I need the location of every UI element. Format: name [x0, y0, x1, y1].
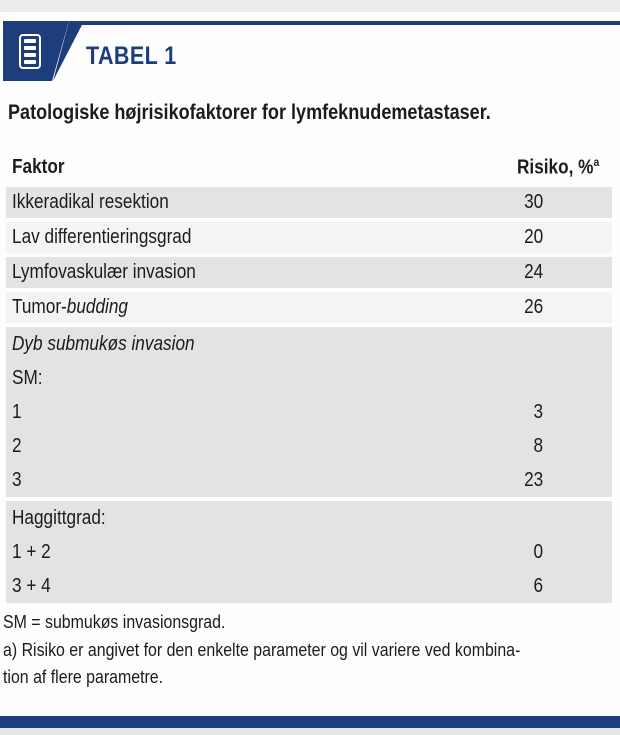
- icon-bar: [24, 46, 36, 50]
- risk-cell: [453, 367, 543, 390]
- factor-cell: Dyb submukøs invasion: [12, 332, 195, 355]
- table-row: Tumor-budding 26: [6, 292, 612, 323]
- factor-cell: Tumor-budding: [12, 296, 129, 318]
- risk-cell: 0: [533, 540, 543, 563]
- table-row: 1 + 2 0: [6, 535, 612, 569]
- factor-cell: Lymfovaskulær invasion: [12, 261, 196, 283]
- risk-cell: 30: [523, 191, 543, 213]
- risk-cell: 26: [523, 296, 543, 318]
- icon-bar: [24, 39, 36, 43]
- risk-cell: 20: [523, 226, 543, 248]
- factor-cell: SM:: [12, 366, 43, 389]
- table-row: Lav differentieringsgrad 20: [6, 222, 612, 253]
- risk-cell: 6: [533, 574, 543, 597]
- table-row: Ikkeradikal resektion 30: [6, 187, 612, 218]
- bottom-divider: [0, 728, 620, 735]
- column-header-risk: Risiko, %a: [517, 154, 600, 179]
- table-rows: Ikkeradikal resektion 30 Lav differentieri…: [6, 187, 612, 603]
- banner-badge: [3, 21, 69, 81]
- factor-cell: 1 + 2: [12, 540, 51, 563]
- factor-cell: Lav differentieringsgrad: [12, 226, 192, 248]
- bottom-rule: [0, 716, 620, 728]
- banner-title: TABEL 1: [86, 42, 191, 71]
- table-row: Lymfovaskulær invasion 24: [6, 257, 612, 288]
- table-row: 3 23: [6, 463, 612, 497]
- risk-cell: [453, 507, 543, 530]
- banner-title-text: TABEL 1: [86, 42, 177, 70]
- factor-cell: 3: [12, 468, 22, 491]
- factor-cell: Haggittgrad:: [12, 506, 106, 529]
- risk-superscript: a: [593, 154, 600, 169]
- footnote-line: SM = submukøs invasionsgrad.: [3, 611, 226, 632]
- risk-cell: 3: [533, 400, 543, 423]
- factor-cell: Ikkeradikal resektion: [12, 191, 169, 213]
- table-row: Dyb submukøs invasion: [6, 327, 612, 361]
- factor-cell: 3 + 4: [12, 574, 51, 597]
- factor-cell: 1: [12, 400, 22, 423]
- risk-cell: 8: [533, 434, 543, 457]
- risk-cell: 24: [523, 261, 543, 283]
- top-divider: [0, 0, 620, 12]
- table-row: Haggittgrad:: [6, 501, 612, 535]
- footnote-line: tion af flere parametre.: [3, 666, 164, 687]
- factor-cell: 2: [12, 434, 22, 457]
- risk-cell: 23: [523, 468, 543, 491]
- icon-bar: [24, 60, 36, 64]
- table-list-icon: [19, 34, 41, 69]
- banner-rule: [74, 21, 620, 25]
- table-header-row: Faktor Risiko, %a: [6, 151, 612, 183]
- table-row: SM:: [6, 361, 612, 395]
- table-row: 3 + 4 6: [6, 569, 612, 603]
- icon-bar: [24, 53, 36, 57]
- risk-cell: [453, 333, 543, 356]
- table-caption-text: Patologiske højrisikofaktorer for lymfek…: [8, 101, 491, 124]
- footnotes: SM = submukøs invasionsgrad. a) Risiko e…: [3, 608, 605, 691]
- footnote-line: a) Risiko er angivet for den enkelte par…: [3, 638, 521, 660]
- table-caption: Patologiske højrisikofaktorer for lymfek…: [8, 100, 569, 125]
- column-header-factor: Faktor: [12, 155, 65, 178]
